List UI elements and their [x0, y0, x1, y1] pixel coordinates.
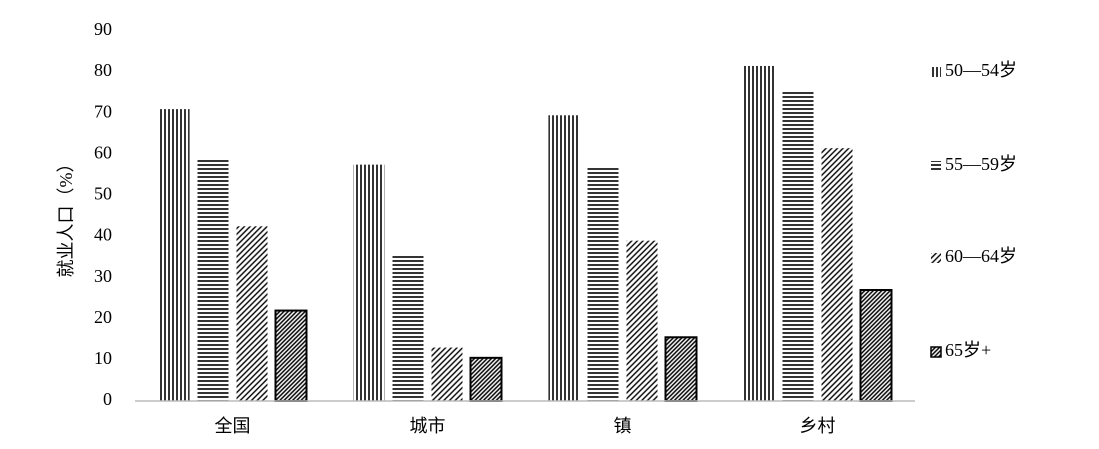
bar: [392, 255, 424, 401]
bar: [859, 289, 893, 402]
bar: [587, 166, 619, 401]
y-tick-label: 10: [94, 348, 112, 368]
y-tick-label: 70: [94, 101, 112, 121]
legend-swatch: [930, 346, 942, 358]
y-tick-label: 0: [103, 389, 112, 409]
bar: [548, 115, 580, 402]
x-tick-label: 乡村: [800, 416, 836, 436]
x-tick-label: 全国: [215, 416, 251, 436]
legend-swatch: [931, 253, 941, 263]
bar: [743, 65, 775, 401]
y-tick-label: 40: [94, 225, 112, 245]
legend-label: 65岁+: [945, 340, 991, 360]
legend-swatch: [931, 67, 941, 77]
bar: [274, 309, 308, 402]
x-tick-label: 城市: [410, 416, 446, 436]
y-tick-label: 50: [94, 184, 112, 204]
bar: [197, 158, 229, 401]
y-tick-label: 20: [94, 307, 112, 327]
bar: [158, 109, 190, 401]
legend-label: 50—54岁: [945, 60, 1017, 80]
y-tick-label: 30: [94, 266, 112, 286]
bar: [469, 356, 503, 403]
y-tick-label: 80: [94, 60, 112, 80]
bar: [353, 164, 385, 401]
bar: [431, 347, 463, 401]
bar: [664, 336, 698, 402]
bar: [821, 148, 853, 401]
y-tick-label: 90: [94, 19, 112, 39]
x-tick-label: 镇: [614, 416, 632, 436]
bar: [782, 90, 814, 401]
bar: [236, 226, 268, 401]
y-tick-label: 60: [94, 142, 112, 162]
y-axis-label: 就业人口（%）: [56, 155, 76, 278]
legend-label: 55—59岁: [945, 154, 1017, 174]
legend-label: 60—64岁: [945, 246, 1017, 266]
bar: [626, 240, 658, 401]
legend-swatch: [931, 161, 941, 171]
